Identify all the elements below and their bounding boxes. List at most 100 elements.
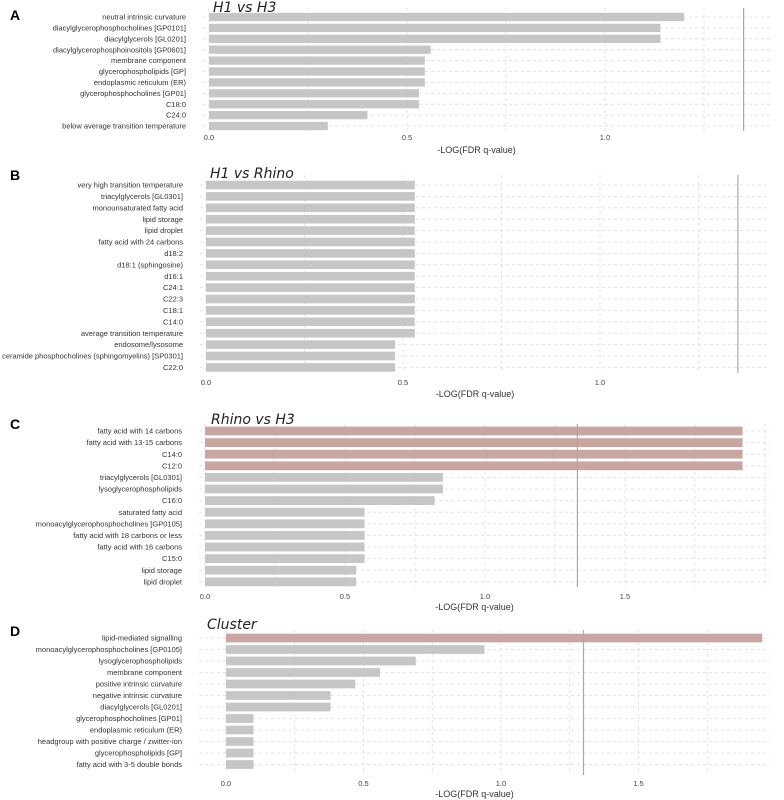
panel-d-bar xyxy=(226,656,416,666)
panel-a-bar xyxy=(209,12,685,22)
panel-d-category-label: fatty acid with 3-5 double bonds xyxy=(77,760,183,769)
panel-c-bar xyxy=(205,461,743,471)
panel-b-category-label: lipid storage xyxy=(143,215,183,224)
panel-c-tick-label: 1.5 xyxy=(620,592,630,601)
panel-d-letter: D xyxy=(10,623,20,639)
panel-d-bar xyxy=(226,645,485,654)
panel-c-category-label: triacylglycerols [GL0301] xyxy=(100,473,182,482)
panel-c-category-label: fatty acid with 18 carbons or less xyxy=(73,531,182,540)
panel-c-bar xyxy=(205,507,365,517)
panel-d-bar xyxy=(226,748,254,758)
panel-c-category-label: monoacylglycerophosphocholines [GP0105] xyxy=(36,519,182,528)
panel-a-category-label: diacylglycerols [GL0201] xyxy=(104,34,186,43)
panel-b-tick-label: 1.0 xyxy=(595,378,605,387)
panel-c-category-label: fatty acid with 13-15 carbons xyxy=(87,438,183,447)
panel-d-category-label: glycerophosphocholines [GP01] xyxy=(76,714,182,723)
panel-b-bar xyxy=(206,214,415,224)
panel-c-category-label: fatty acid with 16 carbons xyxy=(97,543,182,552)
panel-b-bar xyxy=(206,271,415,281)
panel-a-title: H1 vs H3 xyxy=(213,0,276,16)
panel-b-category-label: C18:1 xyxy=(163,306,183,315)
panel-b-category-label: endosome/lysosome xyxy=(114,340,183,349)
panel-d-title: Cluster xyxy=(207,617,258,633)
panel-b-category-label: C14:0 xyxy=(163,317,183,326)
panel-b-bar xyxy=(206,203,415,213)
panel-b-category-label: d18:2 xyxy=(164,249,183,258)
panel-b-tick-label: 0.5 xyxy=(398,378,408,387)
panel-a-bar xyxy=(209,89,419,98)
panel-c-category-label: C14:0 xyxy=(162,450,182,459)
panel-b-category-label: very high transition temperature xyxy=(78,181,183,190)
panel-a-bar xyxy=(209,78,425,87)
panel-a-letter: A xyxy=(10,7,20,23)
panel-c-category-label: fatty acid with 14 carbons xyxy=(97,427,182,436)
panel-b-bar xyxy=(206,363,396,372)
panel-b-category-label: d16:1 xyxy=(164,272,183,281)
panel-b-category-label: ceramide phosphocholines (sphingomyelins… xyxy=(2,352,183,361)
panel-c-tick-label: 0.5 xyxy=(340,592,350,601)
panel-d-bar xyxy=(226,725,254,735)
panel-b-tick-label: 0.0 xyxy=(201,378,211,387)
panel-d-category-label: monoacylglycerophosphocholines [GP0105] xyxy=(36,645,182,654)
panel-c-title: Rhino vs H3 xyxy=(211,412,295,428)
panel-d-bar xyxy=(226,714,254,723)
panel-b-bar xyxy=(206,328,415,338)
panel-a-category-label: neutral intrinsic curvature xyxy=(102,13,186,22)
panel-d-tick-label: 0.0 xyxy=(221,779,231,788)
panel-d-bar xyxy=(226,668,380,677)
panel-c-bar xyxy=(205,565,357,575)
panel-c-category-label: C16:0 xyxy=(162,496,182,505)
panel-d-bar xyxy=(226,702,331,712)
panel-b-category-label: C24:1 xyxy=(163,283,183,292)
panel-d-bar xyxy=(226,691,331,700)
panel-c-category-label: saturated fatty acid xyxy=(119,508,182,517)
panel-d-bar xyxy=(226,760,254,769)
panel-a-bar xyxy=(209,100,419,109)
panel-b-x-axis-title: -LOG(FDR q-value) xyxy=(436,389,515,399)
panel-c-bar xyxy=(205,519,365,529)
panel-a-category-label: glycerophosphocholines [GP01] xyxy=(80,89,186,98)
panel-b-category-label: d18:1 (sphingosine) xyxy=(117,260,183,269)
panel-b-category-label: fatty acid with 24 carbons xyxy=(98,238,183,247)
panel-c-category-label: C15:0 xyxy=(162,554,182,563)
panel-b-bar xyxy=(206,294,415,304)
panel-d-bar xyxy=(226,679,356,689)
panel-c-bar xyxy=(205,484,443,494)
panel-d-category-label: diacylglycerols [GL0201] xyxy=(100,703,182,712)
panel-a-tick-label: 0.0 xyxy=(204,133,214,142)
panel-b-title: H1 vs Rhino xyxy=(210,166,294,182)
panel-c-category-label: C12:0 xyxy=(162,461,182,470)
panel-a-bar xyxy=(209,23,661,33)
panel-a-category-label: glycerophospholipids [GP] xyxy=(99,67,186,76)
panel-b-bar xyxy=(206,283,415,292)
panel-b-category-label: lipid droplet xyxy=(145,226,184,235)
panel-a-bar xyxy=(209,67,425,76)
panel-b-category-label: C22:3 xyxy=(163,295,183,304)
panel-d-category-label: lipid-mediated signalling xyxy=(102,634,182,643)
panel-d-bar xyxy=(226,737,254,746)
panel-b-bar xyxy=(206,192,415,201)
panel-c-x-axis-title: -LOG(FDR q-value) xyxy=(435,602,514,612)
panel-d-category-label: headgroup with positive charge / zwitter… xyxy=(38,737,182,746)
panel-c-category-label: lysoglycerophospholipids xyxy=(99,485,183,494)
panel-c-category-label: lipid droplet xyxy=(144,577,183,586)
panel-c-bar xyxy=(205,438,743,447)
panel-d-category-label: membrane component xyxy=(107,668,183,677)
panel-a-tick-label: 0.5 xyxy=(402,133,412,142)
panel-a-category-label: endoplasmic reticulum (ER) xyxy=(94,78,187,87)
panel-a-bar xyxy=(209,56,425,65)
panel-b-category-label: average transition temperature xyxy=(81,329,183,338)
panel-d-tick-label: 0.5 xyxy=(358,779,368,788)
panel-d-category-label: endoplasmic reticulum (ER) xyxy=(90,726,183,735)
panel-b-bar xyxy=(206,226,415,235)
panel-d-tick-label: 1.5 xyxy=(633,779,643,788)
panel-d-category-label: lysoglycerophospholipids xyxy=(99,657,183,666)
panel-a-category-label: diacylglycerophosphoinositols [GP0601] xyxy=(53,45,186,54)
panel-c-tick-label: 0.0 xyxy=(200,592,210,601)
panel-c-category-label: lipid storage xyxy=(142,566,182,575)
panel-d-tick-label: 1.0 xyxy=(496,779,506,788)
panel-b-letter: B xyxy=(10,167,20,183)
panel-a-category-label: diacylglycerophosphocholines [GP0101] xyxy=(53,24,186,33)
panel-c-bar xyxy=(205,542,365,552)
